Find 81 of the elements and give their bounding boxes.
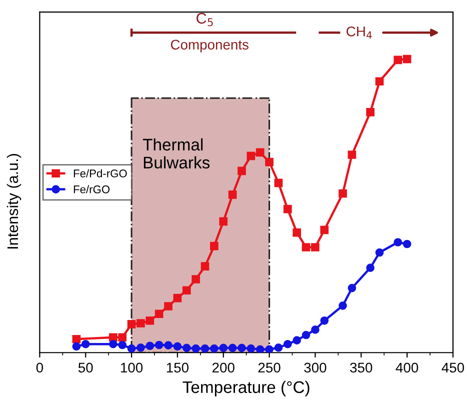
point (338, 189, 347, 198)
point (238, 344, 246, 352)
point (246, 344, 256, 353)
x-tick-label: 300 (304, 362, 326, 373)
x-tick-label: 350 (350, 362, 372, 373)
point (320, 316, 329, 325)
point (164, 341, 172, 350)
point (274, 178, 283, 188)
point (146, 316, 154, 325)
point (182, 344, 191, 352)
point (136, 319, 145, 328)
point (210, 242, 218, 250)
x-tick-label: 250 (258, 362, 280, 373)
point (210, 344, 218, 353)
point (375, 248, 384, 257)
point (154, 340, 164, 350)
point (72, 334, 81, 344)
point (366, 264, 374, 272)
point (311, 243, 320, 252)
point (173, 294, 182, 302)
point (394, 56, 402, 64)
text: C$_{5}$ (196, 12, 213, 26)
text: Components (170, 40, 248, 52)
point (284, 204, 292, 214)
point (109, 340, 118, 348)
point (238, 166, 246, 176)
point (182, 286, 191, 295)
point (127, 320, 136, 328)
point (228, 190, 237, 199)
x-tick-label: 200 (212, 362, 234, 373)
point (402, 54, 412, 64)
point (136, 343, 145, 352)
point (292, 228, 302, 237)
point (200, 344, 210, 353)
point (292, 336, 302, 344)
point (81, 340, 90, 348)
band-label: Thermal Bulwarks (142, 138, 210, 169)
point (192, 344, 200, 353)
point (219, 344, 228, 352)
x-tick-label: 400 (396, 362, 418, 373)
point (118, 333, 127, 342)
point (219, 217, 228, 226)
point (246, 152, 256, 160)
text: CH$_{4}$ (346, 26, 372, 38)
point (402, 240, 412, 248)
point (320, 226, 329, 234)
x-tick-label: 150 (166, 362, 189, 373)
point (284, 340, 292, 348)
point (72, 342, 81, 351)
point (192, 275, 200, 284)
x-tick-label: 0 (36, 362, 44, 373)
legend-label: Fe/rGO (74, 185, 110, 194)
point (274, 343, 283, 352)
x-tick-label: 50 (78, 362, 93, 373)
point (394, 238, 402, 246)
point (127, 344, 136, 353)
point (302, 330, 310, 340)
point (302, 243, 310, 252)
point (146, 342, 154, 350)
point (228, 344, 237, 352)
y-axis-title: Intensity (a.u.) (6, 154, 22, 248)
x-tick-label: 450 (442, 362, 464, 373)
point (173, 342, 182, 351)
point (338, 301, 347, 310)
point (366, 108, 374, 116)
point (311, 326, 320, 334)
point (348, 150, 356, 159)
point (256, 345, 264, 353)
point (200, 262, 210, 270)
point (118, 340, 127, 350)
point (265, 345, 274, 353)
point (265, 158, 274, 166)
point (154, 310, 164, 318)
x-axis-title: Temperature (°C) (182, 380, 310, 396)
point (164, 302, 172, 310)
point (109, 333, 118, 342)
legend-label: Fe/Pd-rGO (74, 169, 127, 178)
point (348, 284, 356, 292)
x-tick-label: 100 (121, 362, 143, 373)
point (375, 77, 384, 86)
point (256, 148, 264, 157)
